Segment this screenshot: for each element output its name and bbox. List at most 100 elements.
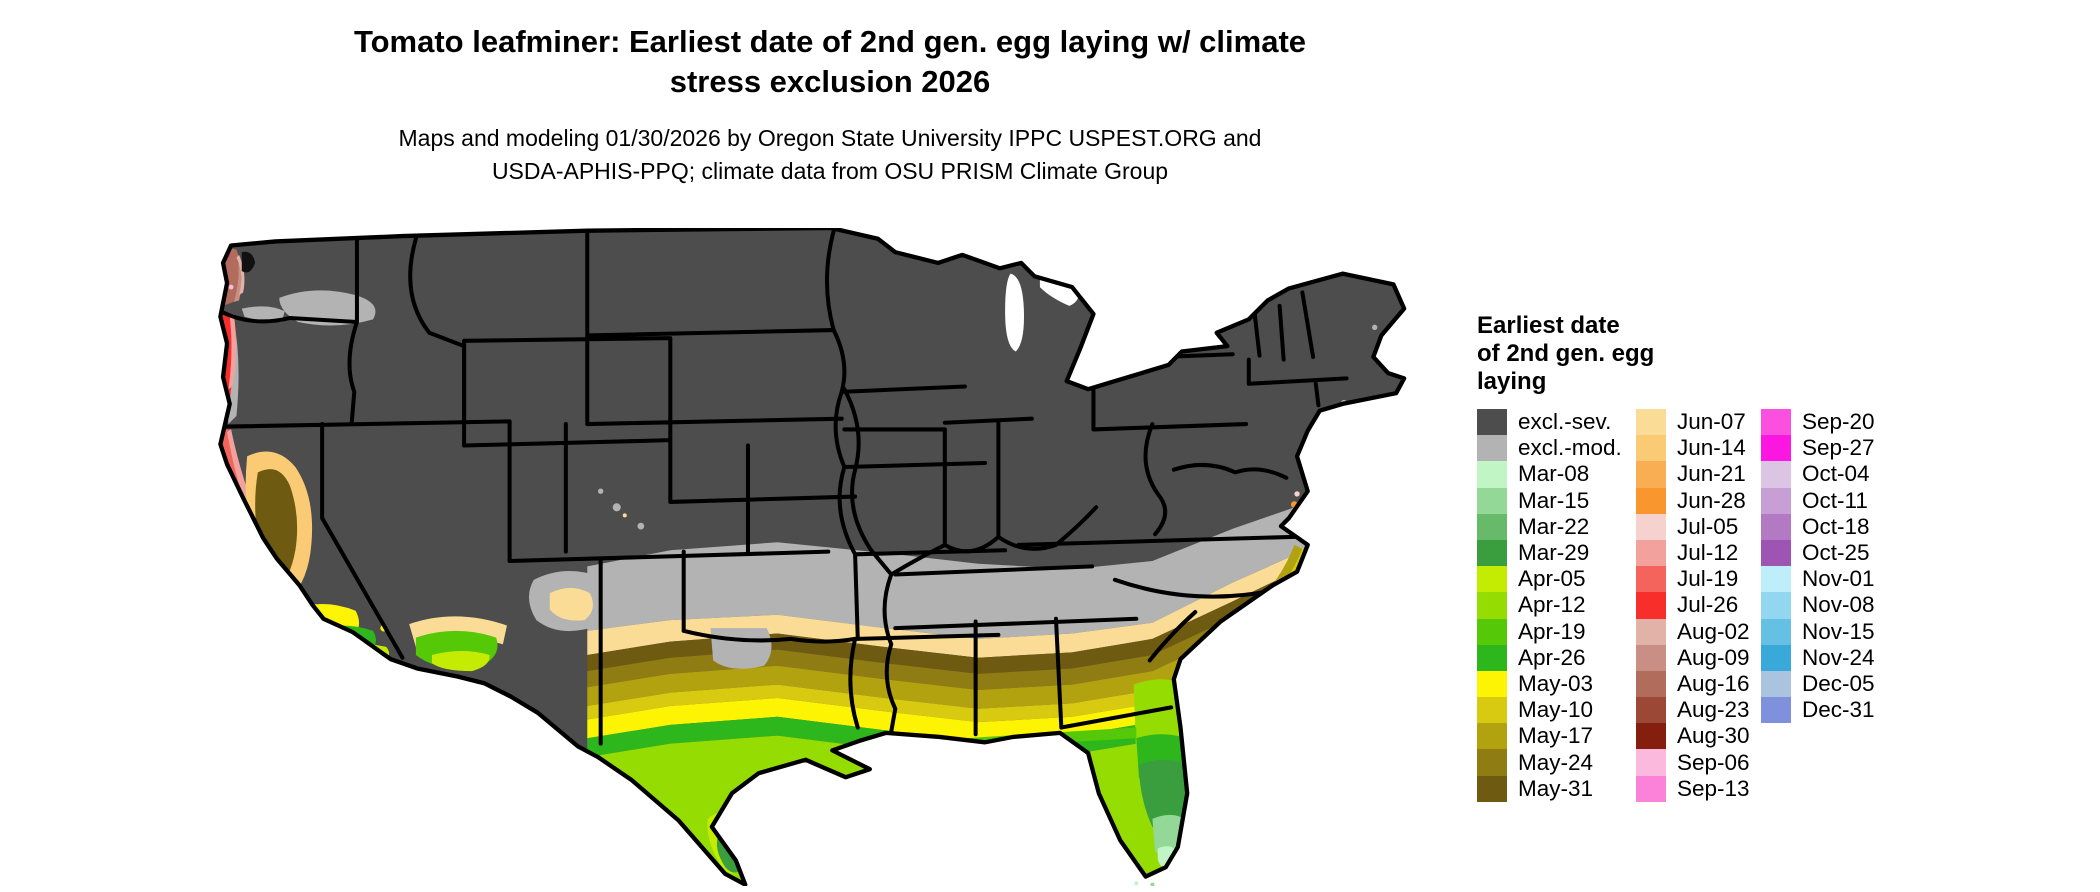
legend-swatch bbox=[1636, 539, 1666, 567]
legend-swatch bbox=[1477, 749, 1507, 776]
map-title-line1: Tomato leafminer: Earliest date of 2nd g… bbox=[353, 24, 1307, 59]
legend-column-3: Sep-20 Sep-27 Oct-04 Oct-11 Oct-18 Oct-25 Nov-… bbox=[1761, 409, 1875, 724]
legend-label: May-31 bbox=[1518, 775, 1594, 801]
legend-label: Sep-06 bbox=[1677, 749, 1750, 775]
legend-swatch bbox=[1477, 566, 1507, 593]
legend-label: Apr-19 bbox=[1518, 618, 1586, 644]
legend-swatch bbox=[1477, 409, 1507, 436]
legend-label: Jun-21 bbox=[1677, 461, 1746, 487]
legend-label: Oct-18 bbox=[1802, 513, 1870, 539]
header: Tomato leafminer: Earliest date of 2nd g… bbox=[0, 22, 1660, 188]
legend-row: Jul-12 bbox=[1636, 539, 1750, 567]
legend-row: Oct-04 bbox=[1761, 461, 1875, 488]
legend-row: Jul-19 bbox=[1636, 566, 1750, 593]
legend-label: Apr-26 bbox=[1518, 644, 1586, 670]
legend-swatch bbox=[1761, 435, 1791, 462]
legend-swatch bbox=[1636, 487, 1666, 514]
legend-row: Nov-15 bbox=[1761, 618, 1875, 645]
legend-row: Nov-24 bbox=[1761, 644, 1875, 671]
legend-row: Sep-06 bbox=[1636, 749, 1750, 776]
legend-label: Jun-28 bbox=[1677, 487, 1746, 513]
legend-title-line1: Earliest date bbox=[1477, 312, 1620, 339]
legend-label: Jul-12 bbox=[1677, 540, 1739, 566]
legend-label: Apr-12 bbox=[1518, 592, 1586, 618]
legend-label: Aug-30 bbox=[1677, 723, 1750, 749]
legend-label: Oct-25 bbox=[1802, 540, 1870, 566]
legend-row: Sep-27 bbox=[1761, 435, 1875, 462]
legend-swatch bbox=[1636, 409, 1666, 436]
legend-row: Mar-15 bbox=[1477, 487, 1622, 514]
legend-label: Jul-19 bbox=[1677, 566, 1739, 592]
legend-row: Nov-01 bbox=[1761, 566, 1875, 593]
legend-row: May-10 bbox=[1477, 697, 1622, 724]
legend-row: Sep-20 bbox=[1761, 409, 1875, 436]
legend-swatch bbox=[1636, 592, 1666, 619]
legend-swatch bbox=[1636, 618, 1666, 645]
florida-keys-speck bbox=[1150, 882, 1155, 887]
legend-row: excl.-mod. bbox=[1477, 435, 1622, 462]
legend-row: Apr-12 bbox=[1477, 592, 1622, 619]
legend-label: Dec-05 bbox=[1802, 670, 1875, 696]
legend-row: Aug-23 bbox=[1636, 697, 1750, 724]
legend-label: May-24 bbox=[1518, 749, 1594, 775]
legend-row: Apr-19 bbox=[1477, 618, 1622, 645]
legend-row: Jun-07 bbox=[1636, 409, 1750, 436]
legend-label: Mar-08 bbox=[1518, 461, 1590, 487]
legend-label: Jun-07 bbox=[1677, 409, 1746, 435]
legend-label: Aug-02 bbox=[1677, 618, 1750, 644]
legend-swatch bbox=[1636, 775, 1666, 802]
legend-label: Apr-05 bbox=[1518, 566, 1586, 592]
legend-swatch bbox=[1636, 749, 1666, 776]
legend-label: Jul-26 bbox=[1677, 592, 1739, 618]
legend-label: Nov-08 bbox=[1802, 592, 1875, 618]
legend-row: Jun-28 bbox=[1636, 487, 1750, 514]
legend-row: Jun-21 bbox=[1636, 461, 1750, 488]
legend-label: Jul-05 bbox=[1677, 513, 1739, 539]
map-subtitle: Maps and modeling 01/30/2026 by Oregon S… bbox=[0, 122, 1660, 188]
us-map bbox=[215, 228, 1447, 886]
legend-swatch bbox=[1477, 487, 1507, 514]
legend-label: Dec-31 bbox=[1802, 697, 1875, 723]
legend-row: Jul-05 bbox=[1636, 513, 1750, 540]
legend-swatch bbox=[1761, 618, 1791, 645]
legend-swatch bbox=[1477, 592, 1507, 619]
legend-row: Mar-29 bbox=[1477, 539, 1622, 567]
great-lakes bbox=[1005, 272, 1201, 374]
legend-label: excl.-sev. bbox=[1518, 409, 1612, 435]
legend-label: May-17 bbox=[1518, 723, 1594, 749]
map-legend: Earliest date of 2nd gen. egg laying exc… bbox=[1477, 312, 1947, 809]
legend-row: May-03 bbox=[1477, 670, 1622, 698]
legend-swatch bbox=[1636, 435, 1666, 462]
legend-label: May-10 bbox=[1518, 697, 1594, 723]
legend-row: Nov-08 bbox=[1761, 592, 1875, 619]
legend-row: Apr-05 bbox=[1477, 566, 1622, 593]
us-map-svg bbox=[215, 228, 1447, 886]
legend-swatch bbox=[1761, 670, 1791, 698]
legend-swatch bbox=[1761, 697, 1791, 724]
state-borders bbox=[220, 228, 1349, 746]
legend-label: Aug-16 bbox=[1677, 670, 1750, 696]
legend-label: May-03 bbox=[1518, 670, 1594, 696]
florida-keys-speck bbox=[1134, 881, 1139, 886]
map-title-line2: stress exclusion 2026 bbox=[669, 64, 991, 99]
legend-row: May-24 bbox=[1477, 749, 1622, 776]
legend-title-line3: laying bbox=[1477, 368, 1547, 395]
legend-label: excl.-mod. bbox=[1518, 435, 1622, 461]
legend-label: Oct-11 bbox=[1802, 487, 1868, 513]
legend-swatch bbox=[1636, 566, 1666, 593]
legend-swatch bbox=[1636, 461, 1666, 488]
legend-swatch bbox=[1477, 618, 1507, 645]
legend-swatch bbox=[1761, 461, 1791, 488]
legend-row: Aug-09 bbox=[1636, 644, 1750, 671]
legend-label: Aug-23 bbox=[1677, 697, 1750, 723]
legend-column-2: Jun-07 Jun-14 Jun-21 Jun-28 Jul-05 Jul-12 Jul-… bbox=[1636, 409, 1750, 802]
legend-swatch bbox=[1477, 670, 1507, 698]
legend-label: Aug-09 bbox=[1677, 644, 1750, 670]
legend-swatch bbox=[1477, 775, 1507, 802]
legend-label: Sep-20 bbox=[1802, 409, 1875, 435]
legend-swatch bbox=[1636, 723, 1666, 750]
legend-label: Mar-15 bbox=[1518, 487, 1590, 513]
legend-swatch bbox=[1477, 644, 1507, 671]
legend-swatch bbox=[1477, 697, 1507, 724]
legend-row: Apr-26 bbox=[1477, 644, 1622, 671]
